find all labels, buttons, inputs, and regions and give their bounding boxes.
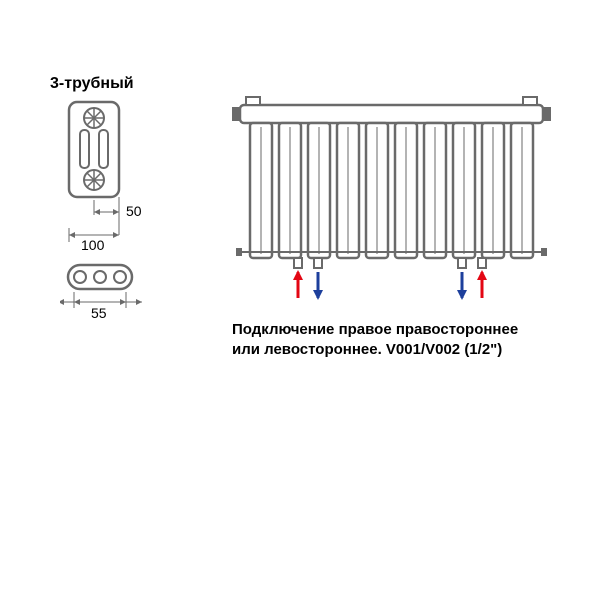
dim-50: 50	[126, 203, 142, 219]
title-label: 3-трубный	[50, 75, 134, 93]
caption: Подключение правое правостороннее или ле…	[232, 320, 552, 361]
top-section: 55	[60, 260, 180, 335]
diagram-container: 3-трубный	[0, 0, 600, 600]
caption-line2: или левостороннее. V001/V002 (1/2")	[232, 341, 502, 358]
radiator-drawing	[230, 95, 570, 320]
caption-line1: Подключение правое правостороннее	[232, 321, 518, 338]
dim-100: 100	[81, 237, 105, 253]
dim-55: 55	[91, 305, 107, 321]
front-section: 50 100	[65, 100, 195, 265]
